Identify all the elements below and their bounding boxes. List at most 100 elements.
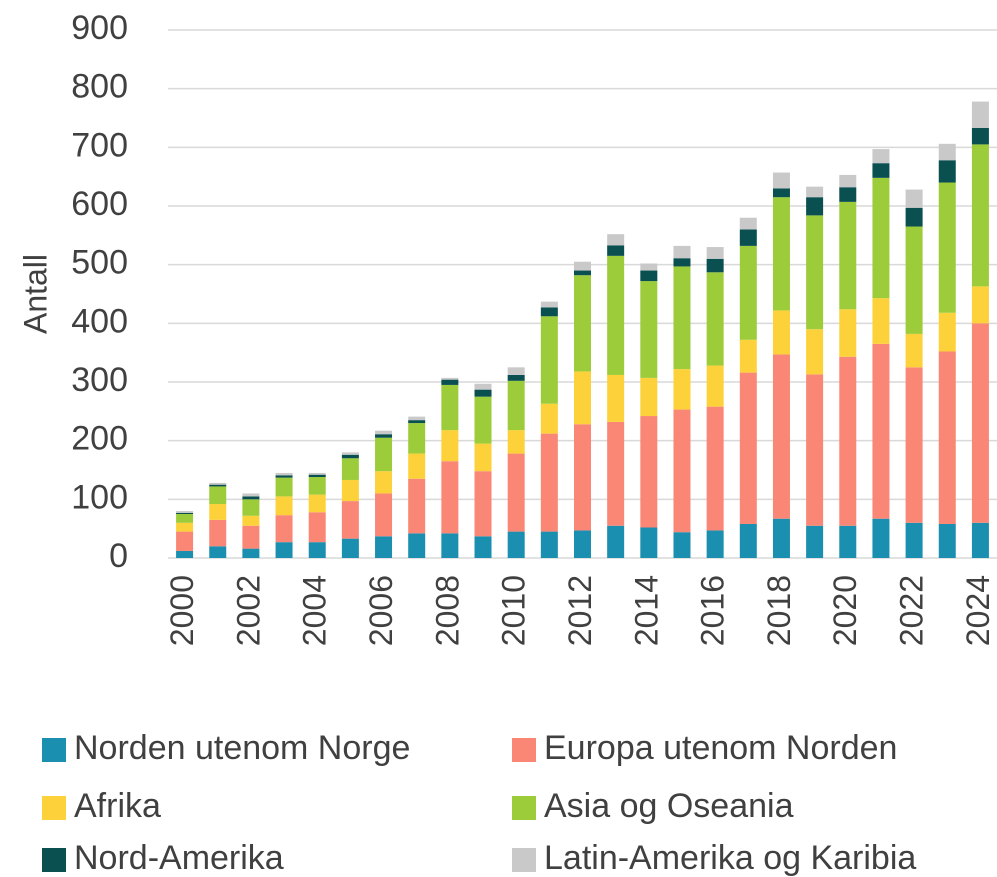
bar-segment [772,172,790,189]
bar-segment [640,281,658,378]
legend-swatch [42,738,66,762]
bar-segment [540,301,558,308]
bar-segment [574,371,591,425]
bar-segment [574,270,591,276]
bar-segment [275,515,293,543]
x-tick-label: 2012 [562,575,598,646]
bar-segment [308,477,326,495]
x-tick-label: 2020 [827,575,863,646]
bar-segment [176,514,194,523]
bar-segment [341,452,359,455]
bar-segment [375,430,393,435]
bar-segment [474,396,492,444]
bar-segment [209,546,227,558]
bar-segment [540,403,558,434]
bar-segment [275,475,293,478]
bar-segment [607,234,625,246]
bar-segment [938,523,956,558]
bar-segment [706,530,724,558]
bar-segment [839,309,857,357]
bar-segment [507,430,525,454]
y-tick-label: 400 [71,302,128,340]
bar-segment [673,532,691,558]
bar-segment [806,329,824,375]
bar-segment [905,189,923,208]
bar-segment [772,354,790,519]
bar-segment [574,261,591,271]
bar-segment [176,511,194,513]
bar-segment [640,377,658,417]
bar-segment [209,484,227,487]
bar-segment [971,127,989,145]
bar-segment [971,286,989,324]
bar-segment [242,493,260,497]
bar-segment [176,512,194,514]
x-tick-label: 2016 [695,575,731,646]
x-tick-label: 2002 [230,575,266,646]
bar-segment [441,384,459,431]
bar-segment [441,430,459,462]
bar-segment [341,479,359,502]
bar-segment [441,377,459,380]
bar-segment [905,367,923,523]
x-tick-label: 2024 [960,575,996,646]
bar-segment [673,245,691,259]
y-tick-label: 300 [71,361,128,399]
bar-segment [308,494,326,513]
bar-segment [839,201,857,310]
bar-segment [739,229,757,246]
legend-swatch [42,848,66,872]
legend-swatch [512,796,536,820]
bar-segment [474,536,492,558]
bar-segment [872,298,890,344]
bar-segment [441,533,459,558]
bar-segment [806,374,824,526]
bar-segment [408,533,426,558]
bar-segment [706,365,724,407]
legend-label: Asia og Oseania [544,787,794,825]
legend-swatch [512,738,536,762]
bar-segment [607,421,625,526]
bar-segment [308,542,326,558]
bar-segment [938,160,956,183]
bar-segment [607,245,625,256]
bar-segment [905,226,923,334]
bar-segment [308,474,326,478]
bar-segment [507,380,525,431]
bar-segment [574,530,591,558]
bar-segment [275,542,293,558]
x-tick-label: 2006 [363,575,399,646]
bar-segment [176,550,194,558]
bar-segment [242,496,260,500]
x-tick-label: 2010 [496,575,532,646]
bar-segment [375,536,393,558]
bar-segment [872,177,890,299]
bar-segment [673,409,691,533]
bar-segment [938,182,956,313]
bar-segment [540,307,558,317]
bar-segment [640,270,658,282]
bar-segment [640,416,658,528]
bar-segment [341,538,359,558]
bar-segment [540,433,558,532]
legend-label: Norden utenom Norge [74,729,410,767]
bar-segment [806,525,824,558]
bar-segment [341,458,359,480]
bar-segment [772,188,790,198]
bar-segment [242,525,260,549]
bar-segment [242,548,260,558]
y-tick-label: 200 [71,420,128,458]
bar-segment [971,144,989,287]
bar-segment [607,525,625,558]
bar-segment [839,187,857,202]
legend-swatch [512,848,536,872]
x-tick-label: 2000 [164,575,200,646]
y-tick-label: 700 [71,126,128,164]
bar-segment [706,247,724,259]
bar-segment [772,197,790,311]
bar-segment [938,351,956,524]
bar-segment [938,312,956,352]
bar-segment [739,372,757,524]
bar-segment [341,501,359,539]
